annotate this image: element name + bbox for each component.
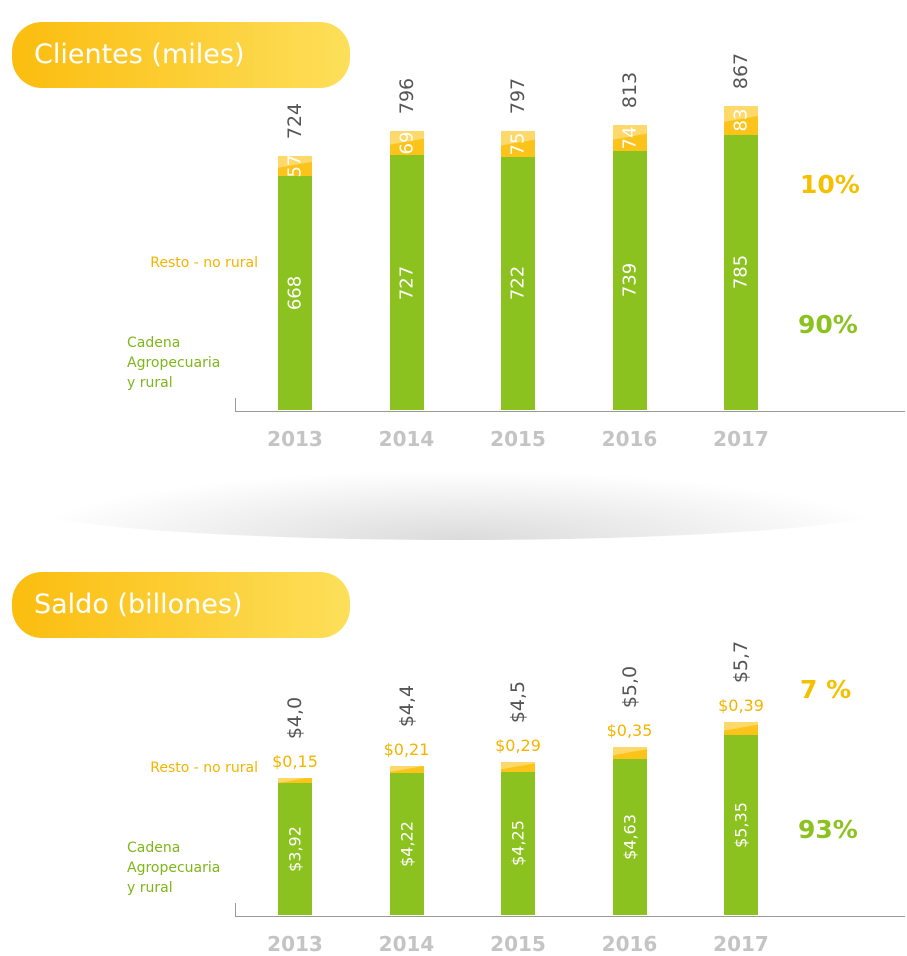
bar-segment	[501, 156, 535, 410]
bar-segment	[612, 759, 647, 915]
bar-value-label: $0,15	[272, 751, 318, 771]
share-label: 7 %	[800, 675, 852, 704]
bar-value-label: 69	[396, 131, 417, 155]
x-tick-label: 2013	[267, 932, 323, 956]
share-label: 93%	[798, 815, 858, 844]
bar-value-label: $0,35	[606, 721, 653, 741]
bar-segment	[389, 765, 424, 773]
bar-value-label: 57	[284, 154, 306, 178]
bar-value-label: 83	[730, 108, 752, 132]
legend-label: Cadena Agropecuaria y rural	[127, 840, 221, 896]
bar-value-label: $4,63	[620, 814, 639, 860]
x-tick-label: 2017	[713, 427, 769, 451]
bar-segment	[278, 777, 312, 783]
bar-segment	[501, 130, 535, 157]
bar-segment	[278, 782, 312, 915]
x-tick-label: 2015	[490, 932, 546, 956]
bar-value-label: 668	[284, 275, 306, 311]
bar-segment	[501, 771, 535, 915]
bar-segment	[389, 772, 424, 915]
bar-value-label: 727	[396, 265, 417, 300]
bar-segment	[389, 130, 424, 156]
bar-segment	[724, 734, 758, 915]
bar-segment	[278, 175, 312, 410]
share-label: 90%	[798, 310, 858, 339]
x-tick-label: 2015	[490, 427, 546, 451]
y-axis-stub	[235, 903, 236, 916]
legend-label: Resto - no rural	[150, 760, 258, 776]
x-tick-label: 2013	[267, 427, 323, 451]
x-tick-label: 2016	[601, 427, 658, 451]
total-label: $5,7	[730, 640, 752, 683]
bar-segment	[612, 150, 647, 410]
bar-segment	[612, 124, 647, 151]
bar-value-label: 739	[619, 263, 640, 298]
y-axis-stub	[235, 398, 236, 411]
title-pill: Saldo (billones)	[12, 572, 350, 638]
bar-value-label: 785	[730, 255, 752, 290]
bar-segment	[278, 155, 312, 176]
x-axis	[235, 411, 905, 412]
share-label: 10%	[800, 170, 860, 199]
bar-value-label: $4,22	[397, 821, 416, 867]
bar-value-label: $4,25	[508, 820, 528, 867]
bar-segment	[724, 134, 758, 410]
bar-value-label: $3,92	[285, 826, 305, 872]
x-tick-label: 2016	[601, 932, 658, 956]
x-tick-label: 2017	[713, 932, 769, 956]
bar-segment	[724, 105, 758, 135]
total-label: 796	[395, 77, 418, 115]
x-tick-label: 2014	[378, 427, 435, 451]
bar-value-label: 74	[619, 126, 640, 150]
divider-shadow	[20, 470, 900, 540]
total-label: 867	[730, 52, 752, 89]
x-tick-label: 2014	[378, 932, 435, 956]
bar-segment	[612, 747, 647, 760]
bar-segment	[724, 721, 758, 735]
bar-value-label: 722	[507, 266, 529, 301]
bar-value-label: $0,39	[718, 695, 764, 715]
x-axis	[235, 916, 905, 917]
total-label: $4,4	[395, 684, 418, 727]
bar-value-label: $0,29	[495, 736, 541, 756]
total-label: 813	[618, 71, 641, 109]
bar-segment	[389, 155, 424, 410]
total-label: $4,0	[284, 696, 306, 740]
bar-value-label: $5,35	[731, 801, 751, 848]
bar-segment	[501, 762, 535, 772]
total-label: 797	[507, 77, 529, 114]
total-label: $5,0	[618, 666, 641, 709]
total-label: $4,5	[507, 680, 529, 724]
total-label: 724	[284, 102, 306, 139]
title-pill: Clientes (miles)	[12, 22, 350, 88]
legend-label: Cadena Agropecuaria y rural	[127, 335, 221, 391]
bar-value-label: 75	[507, 132, 529, 156]
bar-value-label: $0,21	[383, 739, 430, 759]
legend-label: Resto - no rural	[150, 255, 258, 271]
